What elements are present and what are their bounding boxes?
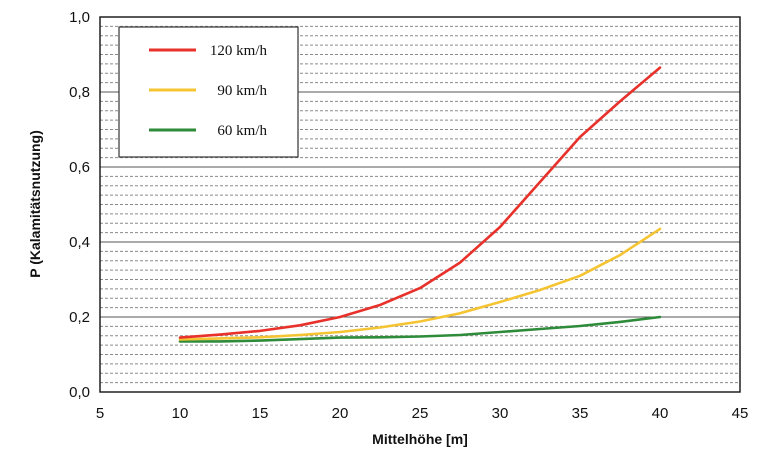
x-tick-label: 30 [492,405,509,422]
legend-label: 90 km/h [217,83,267,99]
y-tick-label: 0,6 [69,159,90,176]
x-tick-label: 15 [252,405,269,422]
y-tick-label: 1,0 [69,9,90,26]
series-line-60-km-h [178,315,662,343]
legend-box [118,26,299,158]
x-tick-label: 40 [652,405,669,422]
legend-label: 60 km/h [217,123,267,139]
y-axis-ticks: 0,0 0,2 0,4 0,6 0,8 1,0 [69,9,90,401]
x-tick-label: 5 [96,405,104,422]
legend-label: 120 km/h [210,43,268,59]
series-lines [178,66,662,343]
x-tick-label: 10 [172,405,189,422]
x-tick-label: 35 [572,405,589,422]
series-line-90-km-h [178,227,662,341]
series-line-120-km-h [178,66,662,339]
y-tick-label: 0,2 [69,309,90,326]
x-axis-ticks: 5 10 15 20 25 30 35 40 45 [96,405,749,422]
y-axis-title: P (Kalamitätsnutzung) [27,130,43,278]
x-tick-label: 20 [332,405,349,422]
x-tick-label: 25 [412,405,429,422]
legend: 120 km/h 90 km/h 60 km/h [118,26,299,158]
x-tick-label: 45 [732,405,749,422]
y-tick-label: 0,4 [69,234,90,251]
x-axis-title: Mittelhöhe [m] [372,431,468,447]
plot-frame [99,16,741,393]
y-tick-label: 0,0 [69,384,90,401]
y-tick-label: 0,8 [69,84,90,101]
